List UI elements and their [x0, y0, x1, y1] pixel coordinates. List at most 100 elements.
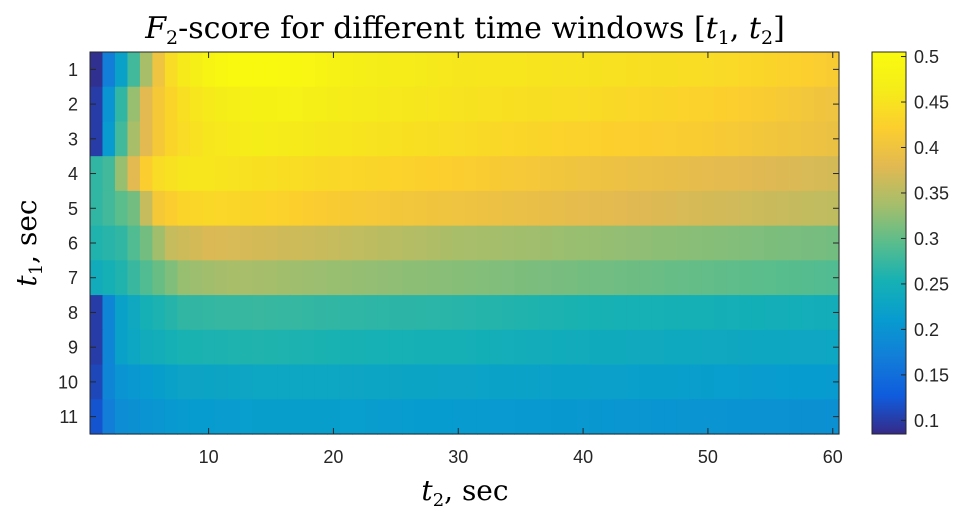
heatmap-cell	[464, 364, 478, 400]
heatmap-cell	[327, 225, 341, 261]
heatmap-cell	[402, 86, 416, 123]
heatmap-cell	[314, 260, 328, 296]
heatmap-cell	[452, 260, 466, 296]
heatmap-cell	[514, 260, 528, 296]
heatmap-cell	[614, 86, 628, 123]
heatmap-cell	[576, 295, 590, 331]
heatmap-cell	[277, 156, 291, 192]
heatmap-cell	[277, 121, 291, 157]
heatmap-cell	[164, 260, 178, 296]
heatmap-cell	[464, 86, 478, 123]
heatmap-cell	[714, 190, 728, 227]
heatmap-cell	[427, 260, 441, 296]
heatmap-cell	[526, 190, 540, 227]
heatmap-cell	[102, 399, 116, 435]
heatmap-cell	[402, 121, 416, 157]
heatmap-cell	[514, 329, 528, 366]
heatmap-cell	[751, 399, 765, 435]
heatmap-cell	[764, 329, 778, 366]
heatmap-cell	[751, 260, 765, 296]
heatmap-cell	[364, 364, 378, 400]
heatmap-cell	[127, 86, 141, 123]
heatmap-cell	[214, 156, 228, 192]
heatmap-cell	[689, 52, 703, 88]
heatmap-cell	[227, 260, 241, 296]
heatmap-cell	[327, 52, 341, 88]
heatmap-cell	[239, 295, 253, 331]
y-tick-label: 1	[68, 60, 78, 80]
heatmap-cell	[202, 364, 216, 400]
heatmap-cell	[589, 86, 603, 123]
heatmap-cell	[714, 156, 728, 192]
heatmap-cell	[127, 260, 141, 296]
heatmap-cell	[701, 156, 715, 192]
heatmap-cell	[526, 329, 540, 366]
heatmap-cell	[414, 225, 428, 261]
heatmap-cell	[352, 121, 366, 157]
heatmap-cell	[614, 225, 628, 261]
heatmap-cell	[264, 156, 278, 192]
heatmap-cell	[177, 225, 191, 261]
heatmap-cell	[614, 295, 628, 331]
heatmap-cell	[227, 156, 241, 192]
heatmap-cell	[264, 399, 278, 435]
heatmap-cell	[227, 295, 241, 331]
heatmap-cell	[152, 399, 166, 435]
heatmap-cell	[289, 260, 303, 296]
heatmap-cell	[689, 86, 703, 123]
heatmap-cell	[576, 86, 590, 123]
heatmap-cell	[402, 295, 416, 331]
heatmap-cell	[676, 329, 690, 366]
heatmap-cell	[364, 329, 378, 366]
heatmap-cell	[302, 399, 316, 435]
heatmap-cell	[714, 329, 728, 366]
heatmap-cell	[551, 121, 565, 157]
heatmap-cell	[90, 329, 104, 366]
heatmap-cell	[526, 156, 540, 192]
heatmap-cell	[464, 121, 478, 157]
heatmap-cell	[164, 399, 178, 435]
heatmap-cell	[302, 225, 316, 261]
heatmap-cell	[389, 295, 403, 331]
heatmap-cell	[476, 52, 491, 88]
heatmap-cell	[364, 295, 378, 331]
heatmap-cell	[289, 121, 303, 157]
heatmap-cell	[501, 329, 516, 366]
heatmap-cell	[302, 295, 316, 331]
heatmap-cell	[439, 190, 453, 227]
heatmap-cell	[589, 190, 603, 227]
heatmap-cell	[539, 121, 553, 157]
heatmap-cell	[789, 86, 803, 123]
heatmap-cell	[739, 364, 753, 400]
heatmap-cell	[327, 156, 341, 192]
heatmap-cell	[239, 399, 253, 435]
heatmap-cell	[551, 329, 565, 366]
heatmap-cell	[726, 295, 740, 331]
x-tick-label: 50	[698, 447, 718, 467]
x-tick-label: 40	[573, 447, 593, 467]
heatmap-cell	[127, 121, 141, 157]
heatmap-cell	[439, 121, 453, 157]
heatmap-cell	[189, 225, 203, 261]
heatmap-cell	[776, 329, 790, 366]
heatmap-cell	[427, 225, 441, 261]
heatmap-cell	[739, 329, 753, 366]
heatmap-cell	[601, 86, 615, 123]
heatmap-cell	[601, 399, 615, 435]
heatmap-cell	[364, 225, 378, 261]
heatmap-cell	[214, 121, 228, 157]
heatmap-cell	[139, 86, 154, 123]
heatmap-cell	[514, 190, 528, 227]
heatmap-cell	[551, 364, 565, 400]
heatmap-cell	[389, 121, 403, 157]
heatmap-cell	[402, 52, 416, 88]
y-tick-label: 10	[58, 372, 78, 392]
heatmap-cell	[189, 399, 203, 435]
heatmap-cell	[177, 364, 191, 400]
heatmap-cell	[377, 86, 391, 123]
heatmap-cell	[614, 156, 628, 192]
heatmap-cell	[127, 329, 141, 366]
heatmap-cell	[439, 364, 453, 400]
heatmap-cell	[626, 329, 640, 366]
heatmap-cell	[227, 225, 241, 261]
